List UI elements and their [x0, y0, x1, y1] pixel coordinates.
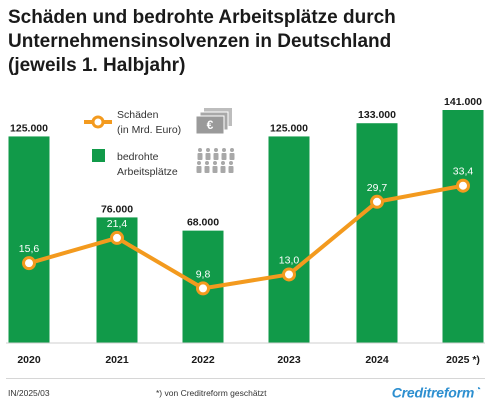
person-body — [205, 153, 211, 160]
people-icon — [196, 148, 235, 173]
footer-divider — [6, 378, 485, 379]
line-value-label: 9,8 — [196, 268, 211, 280]
person-body — [229, 153, 235, 160]
legend-bar-swatch — [92, 149, 105, 162]
line-path — [28, 183, 464, 291]
line-value-label: 33,4 — [453, 166, 474, 178]
legend-line-label-2: (in Mrd. Euro) — [117, 124, 181, 136]
person-head — [197, 161, 201, 165]
creditreform-logo: Creditreform◔ — [392, 384, 481, 401]
chart-canvas: 125.000 76.000 68.000 125.000 133.000 141.000… — [6, 96, 485, 366]
legend-bar-label-1: bedrohte — [117, 151, 159, 163]
person-head — [206, 148, 210, 152]
line-value-label: 29,7 — [367, 182, 388, 194]
x-tick-label: 2022 — [191, 354, 215, 366]
person-head — [205, 161, 209, 165]
svg-text:€: € — [207, 118, 214, 132]
title-line-3: (jeweils 1. Halbjahr) — [8, 55, 186, 76]
bar-series — [8, 110, 484, 344]
person-body — [221, 153, 227, 160]
line-point — [110, 230, 124, 245]
x-tick-label: 2024 — [365, 354, 389, 366]
x-tick-label: 2021 — [105, 354, 129, 366]
person-head — [222, 148, 226, 152]
footer-note: *) von Creditreform geschätzt — [156, 388, 267, 398]
person-body — [220, 166, 226, 173]
logo-mark-icon: ◔ — [475, 384, 481, 395]
line-value-label: 21,4 — [107, 218, 128, 230]
brand-name: Creditreform — [391, 384, 475, 401]
person-body — [197, 153, 203, 160]
line-point — [196, 281, 210, 296]
footer-code: IN/2025/03 — [8, 388, 50, 398]
x-axis-ticks: 2020 2021 2022 2023 2024 2025 *) — [17, 354, 480, 366]
bar-2024 — [356, 123, 398, 344]
person-head — [198, 148, 202, 152]
line-value-label: 15,6 — [19, 243, 40, 255]
x-tick-label: 2025 *) — [446, 354, 480, 366]
line-value-label: 13,0 — [279, 254, 300, 266]
x-tick-label: 2023 — [277, 354, 301, 366]
person-head — [214, 148, 218, 152]
chart-title: Schäden und bedrohte Arbeitsplätze durch… — [8, 6, 478, 78]
line-point — [22, 256, 36, 271]
person-body — [228, 166, 234, 173]
line-point — [282, 267, 296, 282]
bar-value-label: 125.000 — [270, 122, 308, 134]
person-body — [204, 166, 210, 173]
legend: Schäden (in Mrd. Euro) € bedrohte Arbeit… — [84, 108, 235, 178]
legend-line-label-1: Schäden — [117, 109, 159, 121]
bar-value-label: 141.000 — [444, 96, 482, 108]
bar-value-label: 76.000 — [101, 203, 133, 215]
bar-2023 — [268, 136, 310, 343]
line-point — [370, 194, 384, 209]
person-head — [213, 161, 217, 165]
person-head — [230, 148, 234, 152]
bar-value-labels: 125.000 76.000 68.000 125.000 133.000 141.000 — [10, 96, 482, 229]
legend-bar-label-2: Arbeitsplätze — [117, 166, 178, 178]
footer: IN/2025/03 *) von Creditreform geschätzt… — [0, 383, 491, 403]
banknotes-icon: € — [195, 108, 232, 135]
bar-2020 — [8, 136, 50, 343]
person-body — [213, 153, 219, 160]
title-line-1: Schäden und bedrohte Arbeitsplätze durch — [8, 7, 396, 28]
line-series: 15,6 21,4 9,8 13,0 29,7 33,4 — [19, 166, 474, 296]
person-body — [196, 166, 202, 173]
bar-value-label: 68.000 — [187, 217, 219, 229]
person-body — [212, 166, 218, 173]
person-head — [221, 161, 225, 165]
legend-line-marker — [91, 115, 105, 129]
title-line-2: Unternehmensinsolvenzen in Deutschland — [8, 31, 392, 52]
bar-2025 — [442, 110, 484, 343]
x-tick-label: 2020 — [17, 354, 41, 366]
line-point — [456, 178, 470, 193]
bar-value-label: 125.000 — [10, 122, 48, 134]
bar-value-label: 133.000 — [358, 109, 396, 121]
person-head — [229, 161, 233, 165]
